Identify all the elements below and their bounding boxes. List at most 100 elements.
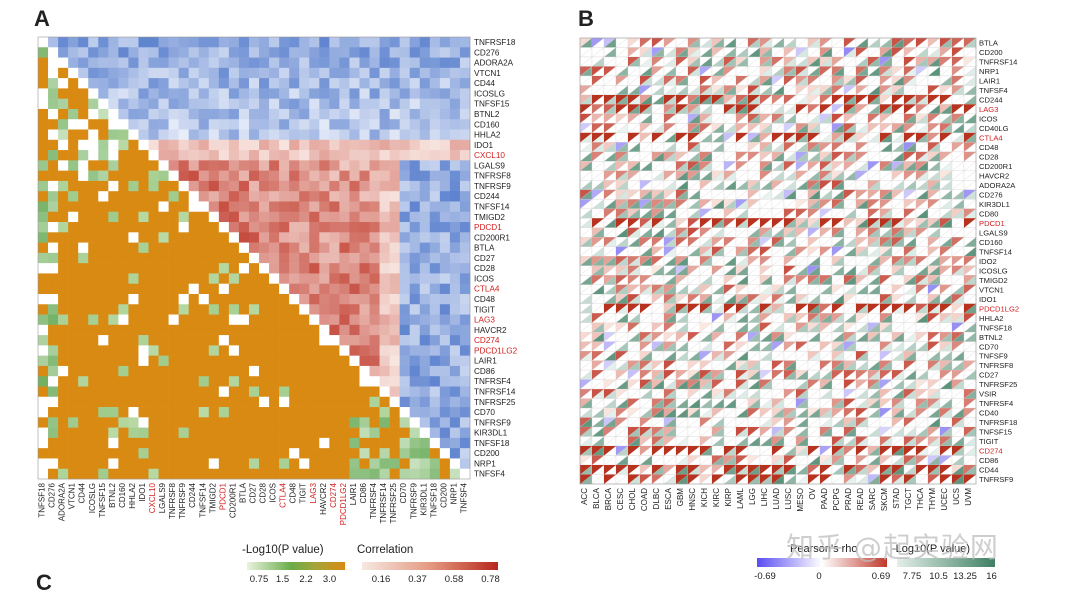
heatmap-a-cell (389, 355, 400, 367)
heatmap-a-cell (289, 417, 300, 428)
heatmap-a-row-label: CD28 (474, 264, 495, 273)
heatmap-a-cell (439, 468, 451, 480)
heatmap-b-diag (759, 47, 773, 58)
heatmap-a-cell (238, 304, 250, 315)
heatmap-a-cell (218, 314, 230, 326)
heatmap-b-diag (735, 75, 749, 86)
heatmap-a-cell (88, 160, 99, 171)
heatmap-a-cell (178, 355, 189, 367)
heatmap-a-cell (58, 98, 69, 110)
heatmap-a-cell (148, 232, 159, 243)
heatmap-a-cell (48, 437, 59, 449)
heatmap-a-cell (389, 448, 400, 459)
heatmap-a-cell (148, 427, 159, 439)
heatmap-a-cell (198, 263, 210, 274)
heatmap-a-cell (168, 242, 179, 254)
heatmap-a-cell (158, 139, 169, 151)
heatmap-a-cell (439, 232, 451, 243)
heatmap-a-cell (128, 324, 139, 336)
heatmap-a-cell (198, 201, 210, 213)
heatmap-a-cell (88, 211, 99, 223)
heatmap-a-cell (188, 273, 200, 284)
heatmap-a-cell (309, 211, 320, 223)
heatmap-a-cell (48, 139, 59, 151)
heatmap-a-cell (389, 417, 400, 428)
heatmap-a-cell (218, 386, 230, 398)
heatmap-a-cell (289, 345, 300, 356)
heatmap-a-cell (339, 139, 350, 151)
heatmap-a-cell (128, 304, 139, 315)
heatmap-a-cell (98, 386, 109, 398)
heatmap-a-cell (108, 119, 119, 130)
heatmap-b-diag (711, 56, 725, 67)
heatmap-a-cell (459, 273, 471, 284)
heatmap-a-cell (198, 273, 210, 284)
heatmap-a-cell (88, 119, 99, 130)
heatmap-a-cell (289, 160, 300, 171)
heatmap-a-cell (198, 427, 210, 439)
heatmap-a-cell (309, 242, 320, 254)
heatmap-a-cell (38, 129, 49, 141)
heatmap-a-cell (419, 78, 431, 89)
heatmap-a-cell (269, 437, 280, 449)
heatmap-b-diag (663, 66, 677, 77)
heatmap-a-cell (409, 67, 421, 79)
heatmap-a-row-label: PDCD1 (474, 223, 502, 232)
heatmap-a-cell (188, 119, 200, 130)
heatmap-a-cell (329, 201, 340, 213)
heatmap-a-cell (128, 47, 139, 58)
heatmap-a-cell (439, 376, 451, 387)
heatmap-b-diag (963, 85, 977, 96)
heatmap-b-diag (843, 56, 857, 67)
heatmap-b-diag (663, 113, 677, 124)
heatmap-a-cell (38, 396, 49, 408)
heatmap-a-cell (379, 191, 390, 202)
heatmap-a-cell (48, 314, 59, 326)
heatmap-a-cell (78, 365, 89, 377)
heatmap-a-cell (259, 407, 270, 418)
heatmap-a-cell (449, 160, 461, 171)
heatmap-a-cell (319, 355, 330, 367)
heatmap-a-cell (168, 222, 179, 233)
heatmap-a-cell (449, 67, 461, 79)
heatmap-a-cell (269, 345, 280, 356)
heatmap-b-diag (579, 47, 593, 58)
heatmap-a-cell (168, 437, 179, 449)
heatmap-b-diag (951, 47, 965, 58)
heatmap-a-cell (248, 293, 260, 305)
heatmap-a-cell (98, 211, 109, 223)
heatmap-a-cell (279, 386, 290, 398)
heatmap-b-diag (699, 66, 713, 77)
heatmap-a-row-label: TMIGD2 (474, 213, 505, 222)
heatmap-a-cell (339, 252, 350, 264)
heatmap-a-cell (108, 386, 119, 398)
heatmap-a-cell (118, 314, 129, 326)
heatmap-a-cell (78, 345, 89, 356)
heatmap-a-cell (178, 335, 189, 346)
heatmap-a-cell (58, 335, 69, 346)
heatmap-a-cell (259, 98, 270, 110)
heatmap-a-cell (259, 67, 270, 79)
heatmap-a-cell (449, 458, 461, 470)
heatmap-a-cell (48, 304, 59, 315)
heatmap-a-cell (218, 283, 230, 295)
heatmap-a-cell (208, 170, 220, 182)
heatmap-a-cell (269, 407, 280, 418)
heatmap-a-cell (279, 376, 290, 387)
heatmap-a-cell (419, 345, 431, 356)
heatmap-a-cell (228, 170, 240, 182)
heatmap-a-cell (349, 191, 360, 202)
heatmap-a-cell (248, 191, 260, 202)
heatmap-a-cell (449, 468, 461, 480)
heatmap-a-cell (98, 108, 109, 120)
heatmap-a-cell (208, 324, 220, 336)
heatmap-a-cell (188, 427, 200, 439)
heatmap-b-diag (891, 113, 905, 124)
heatmap-a-cell (409, 98, 421, 110)
heatmap-b-diag (783, 47, 797, 58)
heatmap-a-cell (339, 98, 350, 110)
heatmap-a-cell (228, 427, 240, 439)
heatmap-b-diag (771, 75, 785, 86)
heatmap-b-diag (963, 113, 977, 124)
heatmap-a-cell (409, 448, 421, 459)
